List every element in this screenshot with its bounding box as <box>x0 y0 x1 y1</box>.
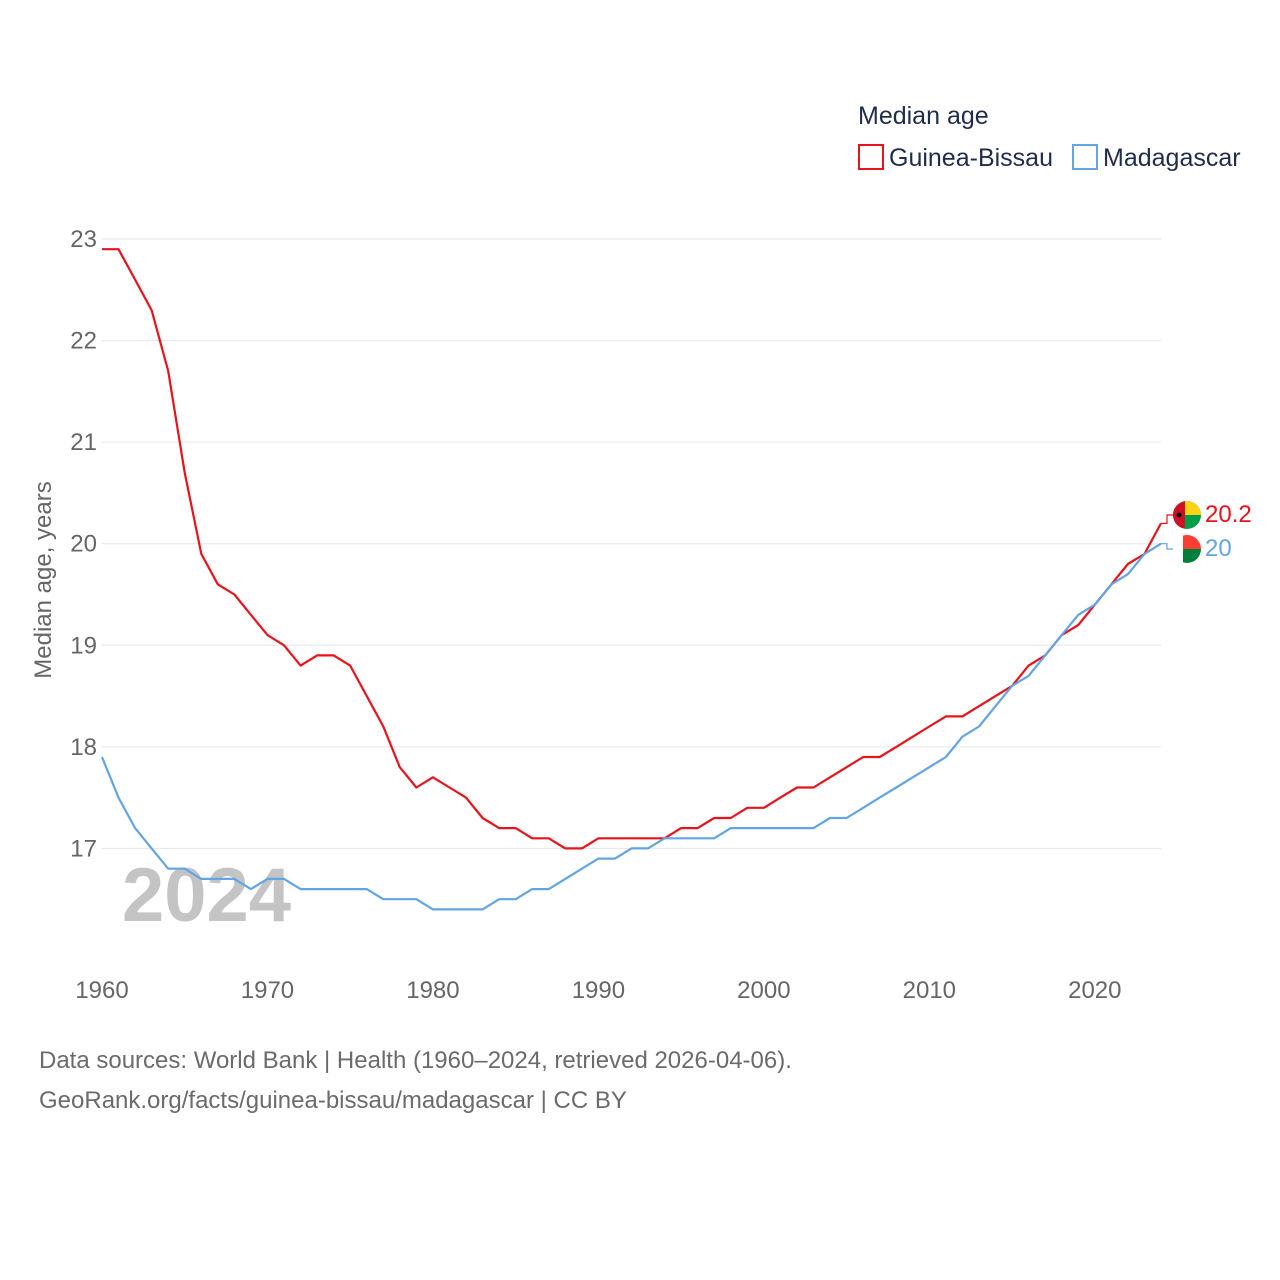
x-tick-label: 1990 <box>572 977 625 1004</box>
x-axis-ticks: 1960 1970 1980 1990 2000 2010 2020 <box>75 977 1121 1004</box>
end-marker-madagascar: 20 <box>1161 535 1232 563</box>
x-tick-label: 2020 <box>1068 977 1121 1004</box>
end-label-guinea-bissau: 20.2 <box>1205 501 1252 528</box>
x-tick-label: 1960 <box>75 977 128 1004</box>
x-tick-label: 1980 <box>406 977 459 1004</box>
y-tick-label: 18 <box>70 734 97 761</box>
y-tick-label: 20 <box>70 531 97 558</box>
source-line-1: Data sources: World Bank | Health (1960–… <box>39 1047 792 1074</box>
year-watermark: 2024 <box>122 853 291 938</box>
end-marker-guinea-bissau: 20.2 <box>1161 501 1252 529</box>
legend-label-madagascar: Madagascar <box>1103 144 1241 172</box>
y-tick-label: 23 <box>70 226 97 253</box>
x-tick-label: 1970 <box>241 977 294 1004</box>
end-connector-guinea-bissau <box>1161 514 1173 524</box>
legend-swatch-madagascar <box>1072 144 1098 170</box>
x-tick-label: 2000 <box>737 977 790 1004</box>
legend-label-guinea-bissau: Guinea-Bissau <box>889 144 1053 172</box>
series-line-guinea-bissau[interactable] <box>102 248 1162 850</box>
legend-item-madagascar[interactable]: Madagascar <box>1072 144 1241 172</box>
legend-item-guinea-bissau[interactable]: Guinea-Bissau <box>858 144 1053 172</box>
guinea-bissau-flag-icon <box>1173 501 1201 529</box>
legend-swatch-guinea-bissau <box>858 144 884 170</box>
y-tick-label: 19 <box>70 632 97 659</box>
series-lines <box>100 248 1162 911</box>
y-axis-ticks: 17 18 19 20 21 22 23 <box>70 226 97 862</box>
y-tick-label: 17 <box>70 835 97 862</box>
x-tick-label: 2010 <box>903 977 956 1004</box>
source-line-2[interactable]: GeoRank.org/facts/guinea-bissau/madagasc… <box>39 1087 627 1114</box>
y-axis-label: Median age, years <box>30 481 57 678</box>
y-tick-label: 21 <box>70 429 97 456</box>
end-label-madagascar: 20 <box>1205 535 1232 562</box>
legend-title: Median age <box>858 102 989 130</box>
end-connector-madagascar <box>1161 543 1173 550</box>
madagascar-flag-icon <box>1173 535 1201 563</box>
y-tick-label: 22 <box>70 328 97 355</box>
grid-lines <box>102 238 1161 849</box>
series-line-madagascar[interactable] <box>100 542 1162 911</box>
